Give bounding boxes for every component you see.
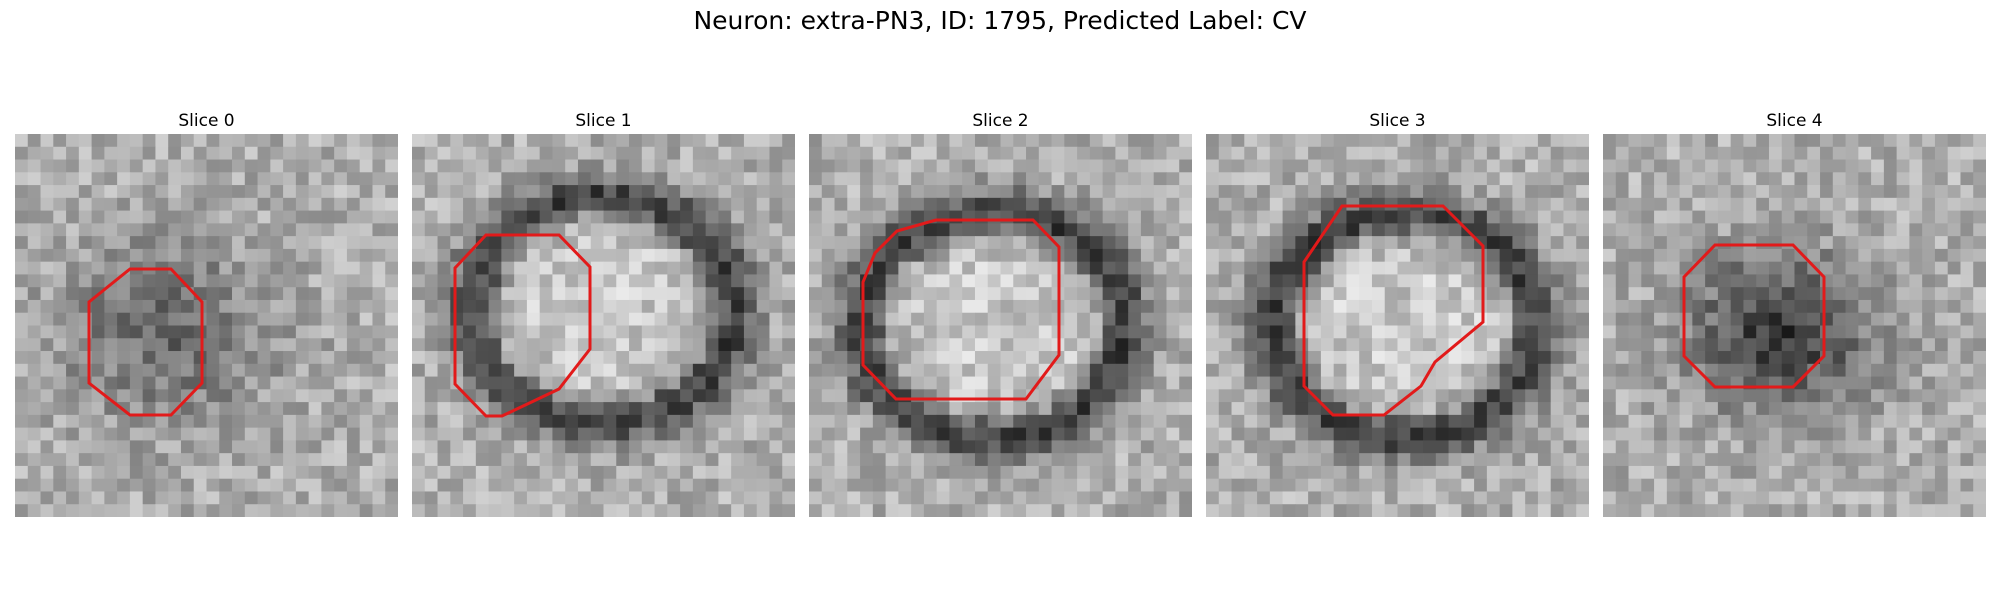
slice-panel-2: Slice 2 [809, 108, 1192, 517]
slice-image [809, 134, 1192, 517]
figure-title: Neuron: extra-PN3, ID: 1795, Predicted L… [693, 6, 1307, 35]
slice-panel-3: Slice 3 [1206, 108, 1589, 517]
segmentation-contour [453, 233, 592, 418]
slice-title: Slice 4 [1766, 111, 1823, 131]
slice-image [412, 134, 795, 517]
segmentation-contour [87, 267, 204, 417]
segmentation-contour [861, 218, 1061, 401]
grayscale-patch [15, 134, 398, 517]
grayscale-patch [1603, 134, 1986, 517]
slice-panel-4: Slice 4 [1603, 108, 1986, 517]
slice-image [1603, 134, 1986, 517]
slice-panel-1: Slice 1 [412, 108, 795, 517]
slice-title: Slice 1 [575, 111, 632, 131]
grayscale-patch [809, 134, 1192, 517]
segmentation-contour [1682, 243, 1826, 389]
slice-image [1206, 134, 1589, 517]
slice-image [15, 134, 398, 517]
slice-title: Slice 3 [1369, 111, 1426, 131]
grayscale-patch [412, 134, 795, 517]
grayscale-patch [1206, 134, 1589, 517]
slice-title: Slice 0 [178, 111, 235, 131]
slice-panel-0: Slice 0 [15, 108, 398, 517]
slice-title: Slice 2 [972, 111, 1029, 131]
segmentation-contour [1302, 204, 1485, 417]
